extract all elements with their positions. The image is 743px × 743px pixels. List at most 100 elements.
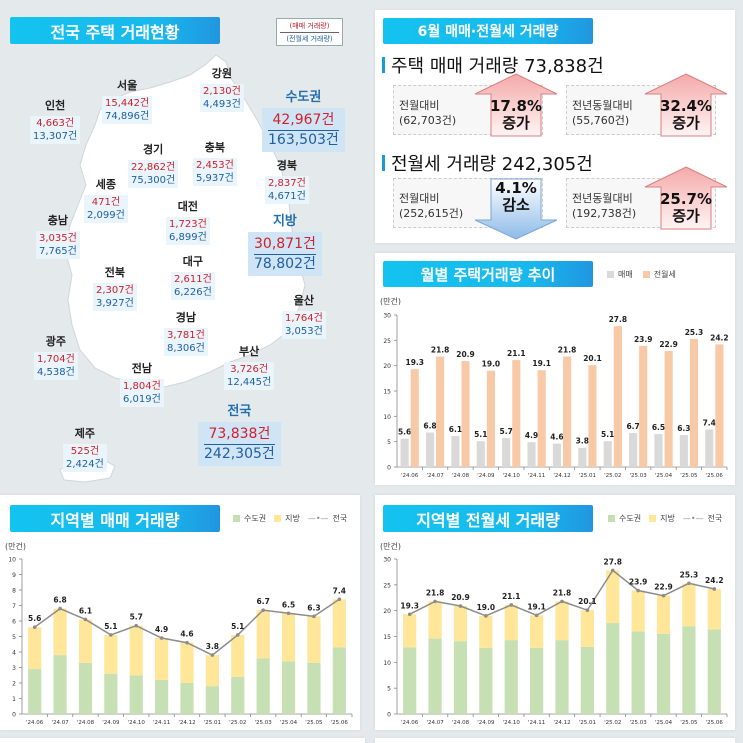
legend-swatch-local: [274, 515, 282, 522]
line-point: [286, 611, 291, 616]
bar-capital: [180, 683, 194, 714]
region-jeju: 제주 525건 2,424건: [63, 425, 107, 472]
bar-sale: [527, 442, 536, 467]
x-tick-label: '25.05: [680, 720, 698, 726]
heading-bar: [382, 57, 385, 73]
sale-count: 2,837건: [268, 178, 306, 189]
data-label: 22.9: [659, 340, 678, 349]
rent-count: 7,765건: [39, 246, 77, 257]
x-tick-label: '24.09: [477, 720, 495, 726]
chart-monthly-trend: 0 5 10 15 20 25 30 '24.06 '24.07 '24.08 '24.09 '24.…: [383, 313, 729, 480]
bar-local: [78, 619, 93, 663]
line-point: [159, 636, 164, 640]
rent-count: 3,927건: [96, 298, 134, 309]
sale-count: 2,453건: [196, 160, 234, 171]
region-gwangju: 광주 1,704건 4,538건: [34, 333, 78, 380]
sale-count: 15,442건: [105, 98, 150, 109]
data-label: 5.6: [398, 428, 411, 437]
sale-count: 2,307건: [96, 285, 134, 296]
bar-local: [428, 601, 442, 639]
sale-count: 3,035건: [39, 233, 77, 244]
data-label: 19.3: [400, 601, 419, 610]
y-unit: (만건): [380, 297, 401, 306]
bar-local: [682, 583, 696, 627]
bar-local: [231, 634, 245, 677]
y-tick-label: 20: [383, 608, 391, 615]
region-daegu: 대구 2,611건 6,226건: [171, 253, 215, 300]
line-point: [407, 612, 412, 617]
data-label: 23.9: [629, 578, 648, 587]
bar-local: [479, 615, 493, 648]
y-tick-label: 15: [383, 634, 391, 641]
region-name: 서울: [116, 79, 138, 92]
legend-rent: (전월세 거래량): [286, 35, 333, 43]
data-label: 5.6: [28, 614, 41, 623]
bar-sale: [552, 443, 561, 467]
data-label: 4.9: [155, 625, 168, 634]
bar-capital: [231, 676, 245, 714]
legend-line-icon: —•—: [307, 514, 329, 523]
line-point: [712, 587, 717, 591]
legend-label: 전국: [707, 514, 723, 523]
sale-count: 2,130건: [203, 86, 241, 97]
data-label: 6.8: [53, 596, 66, 605]
bar-local: [606, 570, 620, 624]
bar-rent: [664, 350, 673, 467]
legend-swatch-capital: [608, 515, 615, 522]
rent-count: 12,445건: [227, 377, 272, 388]
data-label: 21.8: [426, 588, 445, 597]
cmp-pct: 25.7%: [659, 190, 713, 208]
total-name: 지방: [272, 214, 297, 229]
sale-count: 22,862건: [131, 162, 176, 173]
x-tick-label: '24.10: [503, 473, 521, 479]
x-tick-label: '25.03: [255, 720, 273, 726]
data-label: 24.2: [710, 333, 729, 342]
sale-count: 30,871건: [254, 235, 316, 255]
rent-count: 4,671건: [268, 191, 306, 202]
bar-capital: [504, 640, 518, 714]
summary-title: 6월 매매·전월세 거래량: [383, 18, 593, 44]
bar-rent: [639, 345, 648, 467]
bar-capital: [479, 647, 493, 714]
x-tick-label: '24.07: [51, 720, 69, 726]
line-point: [261, 608, 265, 612]
bar-sale: [451, 436, 460, 467]
data-label: 6.3: [677, 424, 690, 433]
line-point: [235, 633, 240, 637]
region-daejeon: 대전 1,723건 6,899건: [166, 198, 210, 245]
x-tick-label: '25.01: [579, 720, 596, 726]
data-label: 4.9: [525, 431, 538, 440]
region-name: 대구: [182, 255, 204, 268]
legend-swatch-local: [649, 515, 657, 522]
sale-count: 4,663건: [36, 118, 75, 129]
legend-sale: (매매 거래량): [280, 20, 339, 33]
y-tick-label: 30: [383, 557, 391, 564]
data-label: 20.9: [456, 350, 475, 359]
bar-local: [28, 627, 42, 670]
x-tick-label: '24.06: [401, 720, 419, 726]
line-point: [58, 606, 62, 611]
region-name: 제주: [74, 427, 96, 440]
bar-rent: [512, 360, 521, 467]
y-tick-label: 0: [387, 712, 391, 719]
data-label: 4.6: [180, 630, 193, 639]
data-label: 21.8: [553, 588, 572, 597]
bar-rent: [563, 356, 572, 467]
line-point: [636, 588, 640, 593]
sale-count: 3,726건: [230, 364, 269, 375]
region-chungnam: 충남 3,035건 7,765건: [36, 212, 80, 259]
x-tick-label: '24.09: [477, 473, 495, 479]
total-name: 전국: [227, 404, 252, 419]
x-tick-label: '24.12: [553, 720, 570, 726]
bar-capital: [530, 647, 544, 714]
bar-local: [332, 599, 346, 648]
x-tick-label: '25.03: [630, 473, 648, 479]
map-panel: 전국 주택 거래현황 (매매 거래량) (전월세 거래량) 서울 15,442건…: [0, 0, 368, 490]
cmp-label: 전월대비: [399, 99, 440, 112]
rent-count: 78,802건: [254, 256, 316, 272]
x-tick-label: '25.06: [706, 473, 724, 479]
line-point: [534, 613, 539, 618]
region-busan: 부산 3,726건 12,445건: [224, 343, 275, 390]
bar-local: [53, 608, 67, 656]
bar-capital: [656, 633, 671, 714]
